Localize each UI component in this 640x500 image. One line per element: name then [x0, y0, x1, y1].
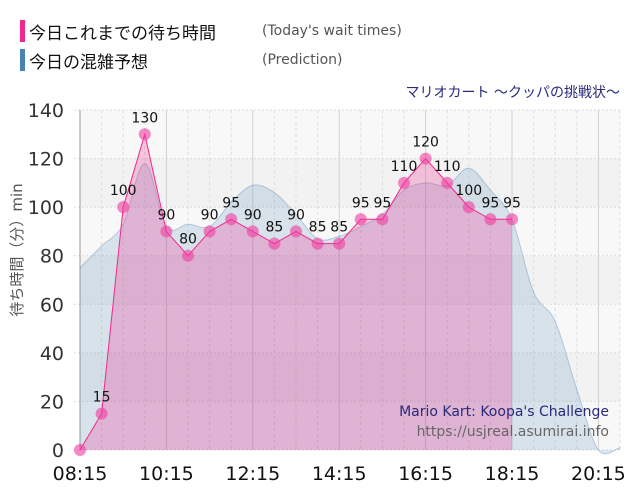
plot-band [80, 401, 620, 450]
x-tick-label: 14:15 [312, 463, 367, 485]
today-point [419, 152, 432, 165]
legend-swatch-today [20, 20, 25, 42]
today-data-label: 90 [287, 207, 305, 223]
y-tick-label: 120 [28, 149, 64, 171]
y-tick-label: 140 [28, 100, 64, 122]
x-tick-label: 08:15 [53, 463, 108, 485]
today-point [74, 444, 86, 456]
today-area [80, 134, 512, 451]
today-data-label: 120 [412, 135, 439, 151]
today-data-label: 110 [391, 159, 418, 175]
y-axis-label: 待ち時間（分）min [8, 183, 26, 316]
x-tick-label: 12:15 [225, 463, 280, 485]
today-data-label: 85 [265, 220, 283, 236]
y-tick-label: 20 [40, 391, 64, 413]
today-point [441, 176, 454, 189]
today-point [182, 249, 194, 262]
today-point [290, 225, 302, 238]
chart-title: マリオカート ～クッパの挑戦状～ [406, 85, 620, 101]
legend-item-today: 今日これまでの待ち時間 (Today's wait times) [20, 20, 402, 44]
today-data-label: 95 [503, 195, 521, 211]
today-data-label: 95 [373, 195, 391, 211]
today-point [95, 407, 108, 420]
y-tick-label: 0 [52, 440, 64, 462]
prediction-area [80, 163, 620, 454]
today-data-label: 100 [455, 183, 482, 199]
today-data-label: 95 [352, 195, 370, 211]
legend-swatch-prediction [20, 49, 25, 71]
legend-sublabel-prediction: (Prediction) [262, 52, 343, 68]
legend-label-today: 今日これまでの待ち時間 [29, 23, 216, 44]
today-data-label: 100 [110, 183, 137, 199]
today-point [268, 237, 281, 250]
x-tick-label: 16:15 [398, 463, 453, 485]
today-data-label: 90 [157, 207, 175, 223]
y-tick-label: 80 [40, 246, 64, 268]
today-point [398, 176, 410, 189]
y-tick-label: 100 [28, 197, 64, 219]
today-data-label: 90 [244, 207, 262, 223]
today-point [203, 225, 216, 238]
plot-band [80, 304, 620, 353]
today-data-label: 85 [330, 220, 348, 236]
x-tick-label: 10:15 [139, 463, 194, 485]
today-data-label: 80 [179, 232, 197, 248]
today-data-label: 85 [309, 220, 327, 236]
legend-sublabel-today: (Today's wait times) [262, 23, 402, 39]
today-point [462, 201, 475, 214]
today-point [246, 225, 259, 238]
plot-band [80, 352, 620, 402]
watermark-title: Mario Kart: Koopa's Challenge [399, 404, 609, 420]
legend-label-prediction: 今日の混雑予想 [29, 52, 148, 73]
plot-band [80, 158, 620, 208]
today-point [225, 213, 238, 226]
today-point [506, 213, 518, 226]
watermark-url: https://usjreal.asumirai.info [417, 424, 609, 440]
today-point [376, 213, 389, 226]
y-tick-label: 40 [40, 343, 64, 365]
today-point [333, 237, 346, 250]
today-data-label: 95 [222, 195, 240, 211]
x-tick-label: 18:15 [485, 463, 540, 485]
x-tick-label: 20:15 [571, 463, 626, 485]
today-data-label: 15 [93, 390, 111, 406]
today-data-label: 90 [201, 207, 219, 223]
today-data-label: 110 [434, 159, 461, 175]
today-data-label: 130 [131, 110, 158, 126]
today-point [484, 213, 497, 226]
today-point [311, 237, 324, 250]
today-point [160, 225, 173, 238]
plot-band [80, 255, 620, 305]
today-point [117, 201, 130, 214]
legend-item-prediction: 今日の混雑予想 (Prediction) [20, 49, 343, 73]
plot-band [80, 110, 620, 159]
y-tick-label: 60 [40, 294, 64, 316]
today-point [138, 128, 151, 141]
today-point [354, 213, 367, 226]
today-data-label: 95 [481, 195, 499, 211]
